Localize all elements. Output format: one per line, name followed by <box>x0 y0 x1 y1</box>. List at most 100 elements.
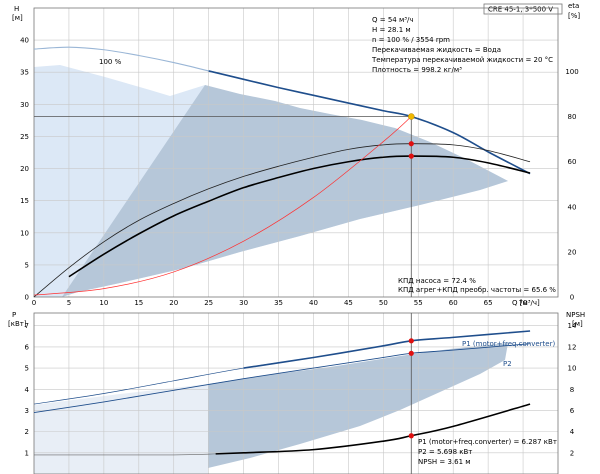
bottom-y-left-tick-label: 5 <box>25 365 29 373</box>
top-y-left-tick-label: 15 <box>20 197 29 205</box>
top-x-tick-label: 10 <box>99 299 108 307</box>
duty-point-npsh <box>408 433 414 439</box>
top-y-left-tick-labels: 0 5 10 15 20 25 30 35 40 <box>20 37 29 302</box>
top-y-right-tick-label: 80 <box>568 113 577 121</box>
h-curve <box>208 70 531 175</box>
top-x-tick-label: 15 <box>134 299 143 307</box>
bottom-y-right-label-2: [м] <box>572 320 583 328</box>
duty-info: Q = 54 м³/ч H = 28.1 м n = 100 % / 3554 … <box>371 16 553 74</box>
bottom-y-right-tick-label: 8 <box>570 386 574 394</box>
bottom-curves <box>33 330 531 456</box>
p2-curve-label: P2 <box>503 360 512 368</box>
p2-curve <box>33 343 531 414</box>
npsh-curve <box>215 403 531 455</box>
top-x-tick-label: 25 <box>204 299 213 307</box>
bottom-y-right-tick-label: 2 <box>570 449 574 457</box>
curve-label-100: 100 % <box>99 58 122 66</box>
bottom-y-right-tick-label: 12 <box>568 343 577 351</box>
top-grid <box>34 8 558 297</box>
info-p1: P1 (motor+freq.converter) = 6.287 кВт <box>418 438 557 446</box>
top-y-right-tick-label: 100 <box>565 68 578 76</box>
info-p2: P2 = 5.698 кВт <box>418 448 472 456</box>
bottom-frame <box>33 312 559 474</box>
info-h: H = 28.1 м <box>372 26 411 34</box>
p1-curve-label: P1 (motor+freq.converter) <box>462 340 555 348</box>
bottom-y-left-tick-label: 1 <box>25 449 29 457</box>
top-x-tick-label: 60 <box>449 299 458 307</box>
bottom-y-right-tick-label: 4 <box>570 428 575 436</box>
bottom-y-left-label-1: P <box>12 311 16 319</box>
top-x-tick-label: 35 <box>274 299 283 307</box>
chart-title: CRE 45-1, 3*500 V <box>488 6 553 14</box>
top-x-tick-labels: 0 5 10 15 20 25 30 35 40 45 50 55 60 65 70 <box>32 299 528 307</box>
top-y-left-tick-label: 30 <box>20 101 29 109</box>
bottom-y-left-tick-label: 3 <box>25 407 29 415</box>
bottom-y-left-tick-labels: 1 2 3 4 5 6 7 <box>25 322 30 457</box>
system-curve <box>33 116 412 296</box>
duty-point-total-eff <box>408 153 414 159</box>
top-curves <box>33 46 531 298</box>
bottom-y-left-label-2: [кВт] <box>8 320 27 328</box>
duty-point-p2 <box>408 350 414 356</box>
top-x-tick-label: 70 <box>519 299 528 307</box>
top-x-tick-label: 5 <box>67 299 71 307</box>
top-y-right-tick-label: 60 <box>568 158 577 166</box>
top-y-left-tick-label: 20 <box>20 165 29 173</box>
bottom-dark-band <box>208 343 508 468</box>
info-pump-eff: КПД насоса = 72.4 % <box>398 277 476 285</box>
top-x-axis-label: Q [м³/ч] <box>512 299 540 307</box>
top-frame <box>33 7 559 298</box>
power-info: P1 (motor+freq.converter) = 6.287 кВт P2… <box>418 438 557 466</box>
top-x-tick-label: 0 <box>32 299 36 307</box>
duty-point-pump-eff <box>408 141 414 147</box>
top-y-left-tick-label: 25 <box>20 133 29 141</box>
info-q: Q = 54 м³/ч <box>372 16 414 24</box>
top-duty-guides <box>34 113 415 297</box>
top-y-left-label-2: [м] <box>12 14 23 22</box>
top-y-left-tick-label: 40 <box>20 37 29 45</box>
info-liquid: Перекачиваемая жидкость = Вода <box>372 46 501 54</box>
info-n: n = 100 % / 3554 rpm <box>372 36 450 44</box>
top-y-right-label-2: [%] <box>568 12 580 20</box>
duty-point-p1 <box>408 338 414 344</box>
top-y-right-label-1: eta <box>568 2 579 10</box>
efficiency-info: КПД насоса = 72.4 % КПД агрег+КПД преобр… <box>398 277 556 294</box>
top-x-tick-label: 45 <box>344 299 353 307</box>
bottom-y-left-tick-label: 4 <box>25 386 30 394</box>
info-density: Плотность = 998.2 кг/м³ <box>372 66 462 74</box>
top-x-tick-label: 40 <box>309 299 318 307</box>
bottom-y-left-tick-label: 7 <box>25 322 29 330</box>
info-total-eff: КПД агрег+КПД преобр. частоты = 65.6 % <box>398 286 556 294</box>
info-temperature: Температура перекачиваемой жидкости = 20… <box>371 56 553 64</box>
bottom-light-band <box>34 384 208 474</box>
bottom-y-right-label-1: NPSH <box>566 311 585 319</box>
bottom-y-right-tick-labels: 2 4 6 8 10 12 14 <box>568 322 577 457</box>
top-y-left-tick-label: 10 <box>20 229 29 237</box>
top-x-tick-label: 55 <box>414 299 423 307</box>
bottom-y-left-tick-label: 2 <box>25 428 29 436</box>
info-npsh: NPSH = 3.61 м <box>418 458 471 466</box>
top-panel: H [м] eta [%] CRE 45-1, 3*500 V 0 5 10 15 20… <box>12 2 580 307</box>
p1-curve <box>243 330 531 369</box>
top-y-left-label-1: H <box>14 5 19 13</box>
bottom-y-right-tick-label: 14 <box>568 322 577 330</box>
top-x-tick-label: 30 <box>239 299 248 307</box>
duty-point-head <box>408 113 415 120</box>
top-x-tick-label: 50 <box>379 299 388 307</box>
pump-efficiency-curve <box>33 143 531 298</box>
top-x-tick-label: 65 <box>484 299 493 307</box>
top-x-tick-label: 20 <box>169 299 178 307</box>
top-y-right-tick-label: 40 <box>568 203 577 211</box>
bottom-y-right-tick-label: 10 <box>568 365 577 373</box>
operating-range-bands <box>34 65 508 297</box>
bottom-grid <box>34 313 558 474</box>
bottom-y-left-tick-label: 6 <box>25 343 30 351</box>
top-y-right-tick-labels: 0 20 40 60 80 100 <box>565 68 578 301</box>
top-y-right-tick-label: 20 <box>568 248 577 256</box>
bottom-duty-guides <box>408 313 414 474</box>
total-efficiency-curve <box>68 155 531 278</box>
top-y-left-tick-label: 5 <box>25 261 29 269</box>
bottom-y-right-tick-label: 6 <box>570 407 575 415</box>
